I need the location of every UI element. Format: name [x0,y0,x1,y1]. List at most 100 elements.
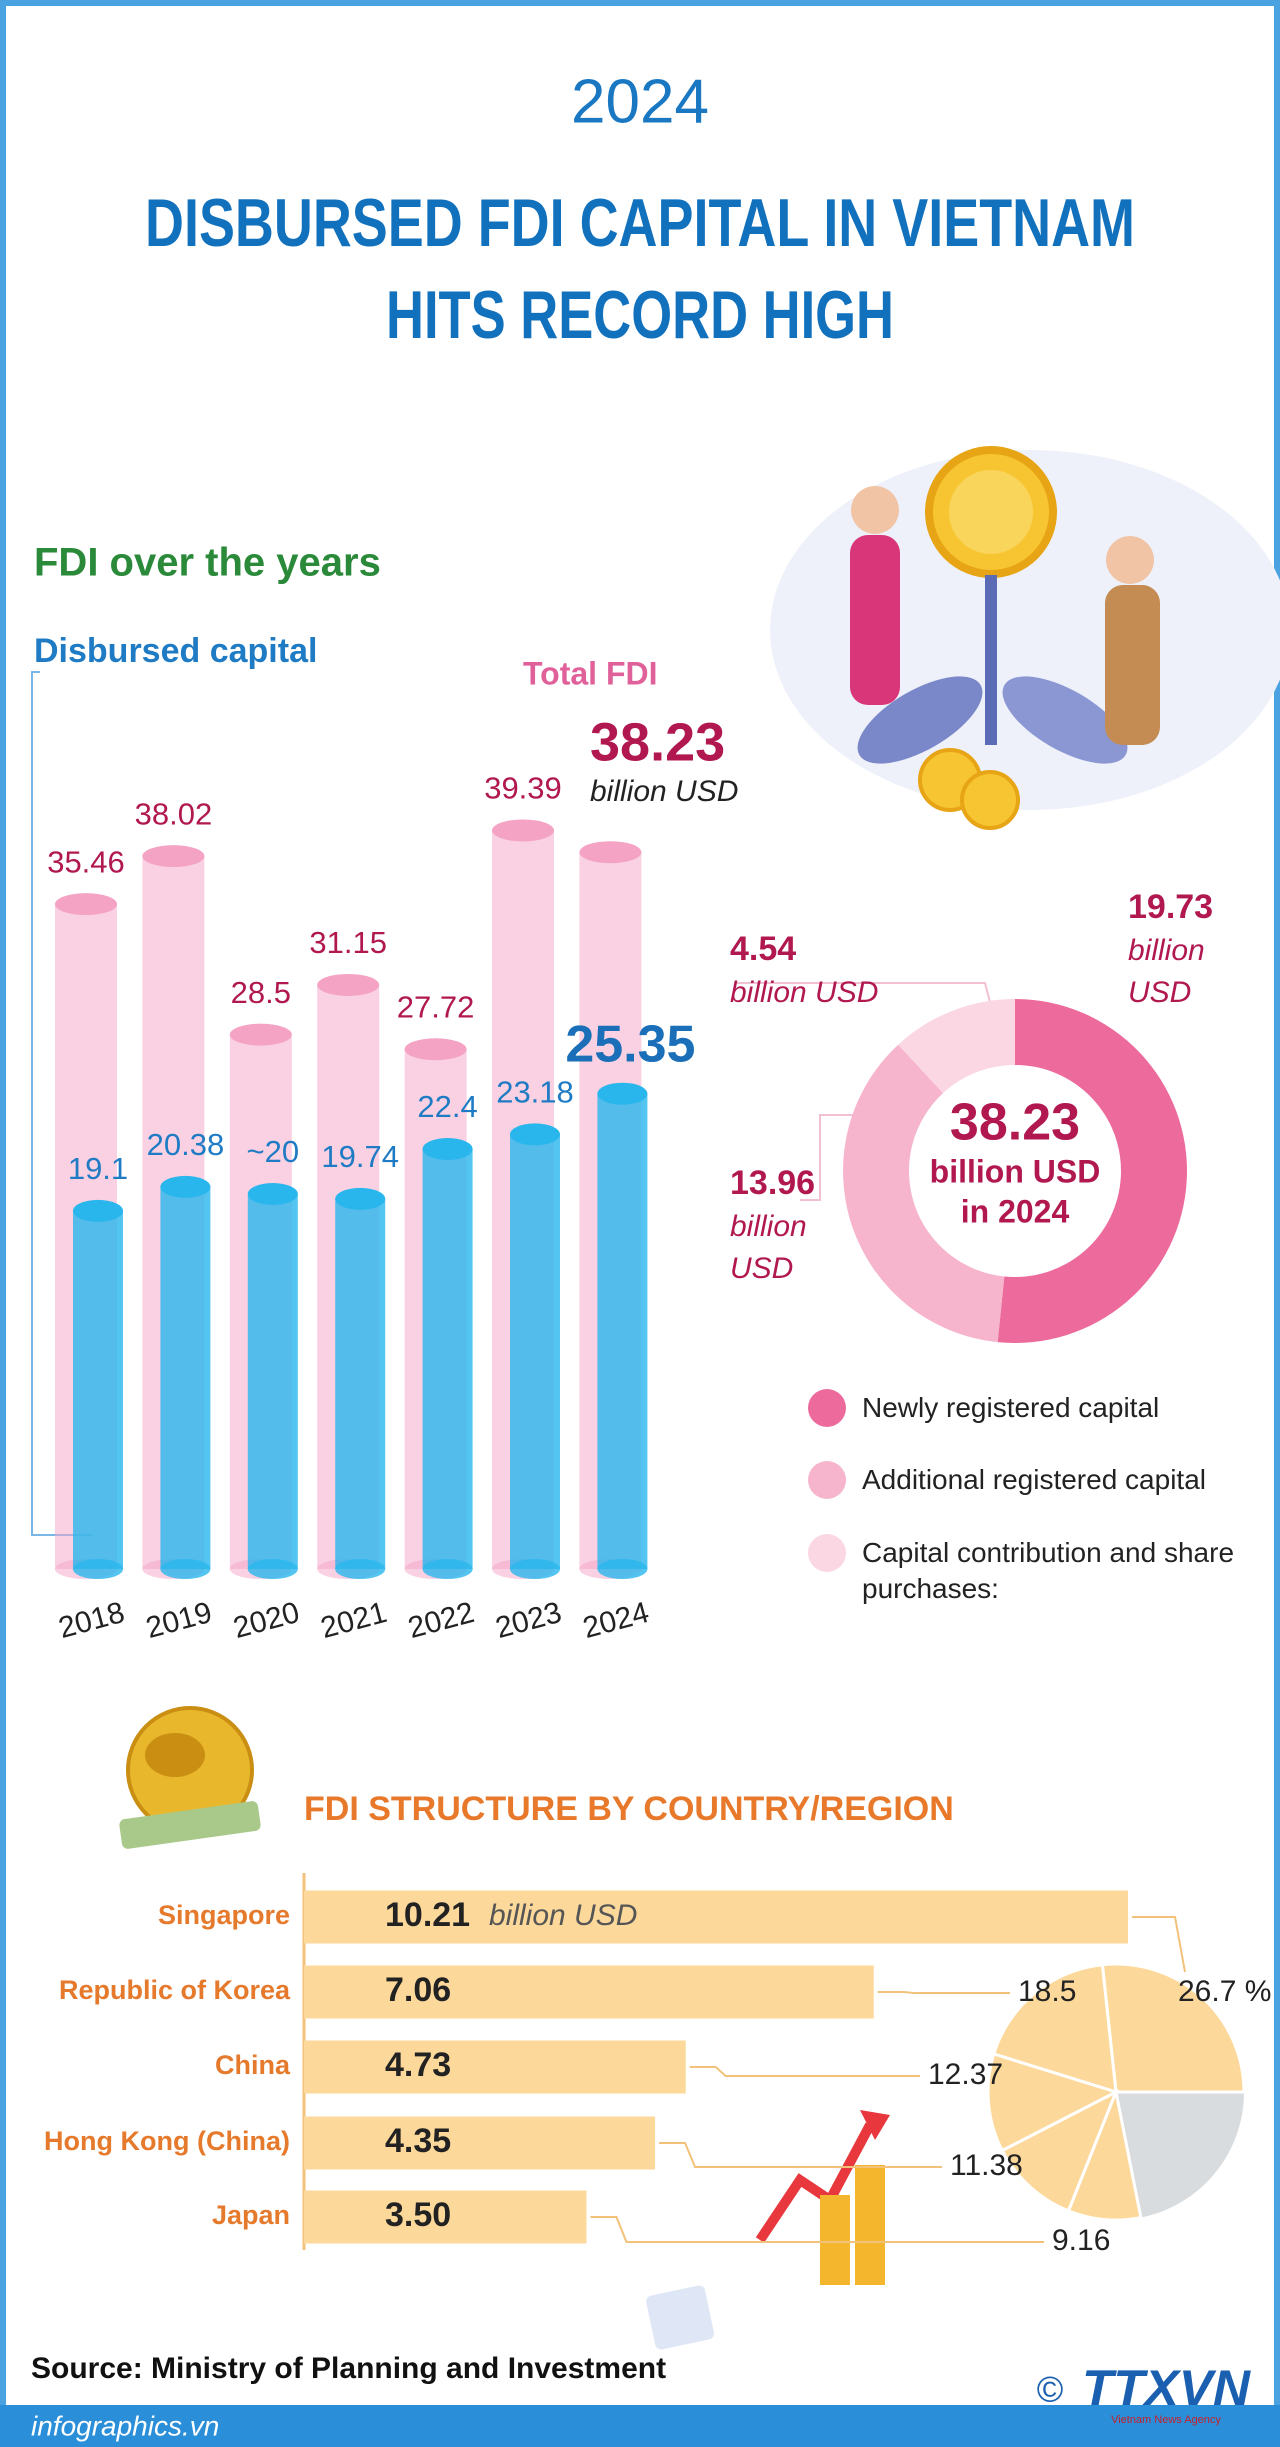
donut-center-value: 38.23 [950,1094,1080,1152]
coin-stack [855,2165,885,2285]
title-line: DISBURSED FDI CAPITAL IN VIETNAM [145,185,1135,261]
series-name: Total FDI [523,655,658,691]
value-label: 7.06 [385,1971,451,2009]
pie-label: 11.38 [950,2149,1023,2182]
cylinder [597,1093,648,1569]
cylinder-cap [579,841,642,864]
person-figure [850,535,900,705]
value-label: 19.74 [321,1139,399,1174]
arrow-head [860,2110,890,2140]
cylinder-cap [142,845,205,868]
connector [590,2216,1044,2243]
value-label: 22.4 [417,1089,477,1124]
x-tick-label: 2020 [230,1596,303,1645]
section-title: FDI over the years [34,541,381,585]
doc-icon [646,2285,715,2350]
connector [800,1114,865,1201]
x-tick-label: 2024 [579,1596,652,1645]
pie-label: 26.7 % [1178,1975,1271,2008]
brand-sub: Vietnam News Agency [1111,2414,1221,2426]
cylinder-cap [422,1138,473,1160]
donut-value-label: 4.54 [730,930,797,968]
coin-icon [960,770,1020,830]
unit-label: billion USD [489,1899,637,1932]
cylinder-cap [55,893,117,916]
series-name: Disbursed capital [34,632,317,670]
plant-stem [985,575,997,745]
category-label: Japan [212,2200,290,2230]
money-icon [119,1801,261,1849]
connector [1131,1916,1186,1973]
category-label: Singapore [158,1900,290,1930]
source: Source: Ministry of Planning and Investm… [31,2352,666,2385]
value-label: 35.46 [47,844,125,879]
leaf [1002,676,1128,764]
cylinder-cap [510,1123,560,1146]
person-head [851,486,899,534]
connector [689,2066,920,2077]
cylinder [422,1149,473,1569]
growth-arrow [755,2122,875,2243]
legend-swatch [808,1534,846,1572]
legend-label: Additional registered capital [862,1464,1206,1495]
value-label: 19.1 [68,1151,128,1186]
brand: TTXVN [1082,2360,1251,2416]
bar [304,1965,874,2019]
pie-slice [1066,2086,1143,2222]
cylinder [160,1186,211,1569]
donut-value-label: 13.96 [730,1164,816,1202]
pie-label: 12.37 [928,2058,1003,2091]
value-label: 38.02 [135,796,213,831]
cylinder-cap [597,1082,648,1105]
cylinder-cap [73,1199,123,1222]
pie-slice [1000,2088,1119,2213]
value-label: 4.35 [385,2122,451,2160]
unit-label: billion USD [730,1210,807,1285]
pie-slice [1100,1962,1246,2094]
cylinder [335,1198,386,1569]
x-tick-label: 2023 [492,1596,565,1645]
person-figure [1105,585,1160,745]
cylinder-cap [335,1187,386,1210]
category-label: Republic of Korea [59,1975,291,2005]
pie-slice [986,2052,1120,2153]
value-label: 3.50 [385,2196,451,2234]
bar [304,2116,656,2170]
donut-segment [997,999,1188,1343]
cylinder-cap [247,1183,298,1205]
x-tick-label: 2021 [317,1596,390,1645]
x-tick-label: 2019 [142,1596,215,1645]
bar [304,2190,587,2244]
value-label: 23.18 [496,1075,574,1110]
coin-stack [820,2195,850,2285]
bar [304,1890,1128,1944]
title-line: HITS RECORD HIGH [386,277,894,353]
pie-label: 9.16 [1052,2224,1110,2257]
cylinder [73,1210,123,1569]
leaf [857,676,983,764]
cylinder-cap [404,1038,467,1061]
donut-center-text: billion USD [930,1153,1101,1189]
x-tick-label: 2018 [55,1596,128,1645]
category-label: China [215,2050,291,2080]
unit-label: billion USD [1128,934,1205,1009]
legend-label: Capital contribution and share purchases… [862,1537,1235,1604]
footer-band [0,2405,1280,2447]
value-label: 4.73 [385,2046,451,2084]
connector [659,2142,942,2168]
pie-label: 18.5 [1018,1975,1076,2008]
unit-label: billion USD [590,775,738,808]
year-heading: 2024 [571,67,709,136]
value-label: 39.39 [484,771,562,806]
category-label: Hong Kong (China) [44,2126,290,2156]
cylinder-cap [492,819,554,842]
donut-value-label: 19.73 [1128,888,1214,926]
donut-segment [898,999,1015,1094]
pie-slice [991,1963,1118,2095]
cylinder [510,1134,560,1569]
value-label: 20.38 [147,1127,225,1162]
cylinder-cap [229,1023,292,1046]
legend-swatch [808,1389,846,1427]
